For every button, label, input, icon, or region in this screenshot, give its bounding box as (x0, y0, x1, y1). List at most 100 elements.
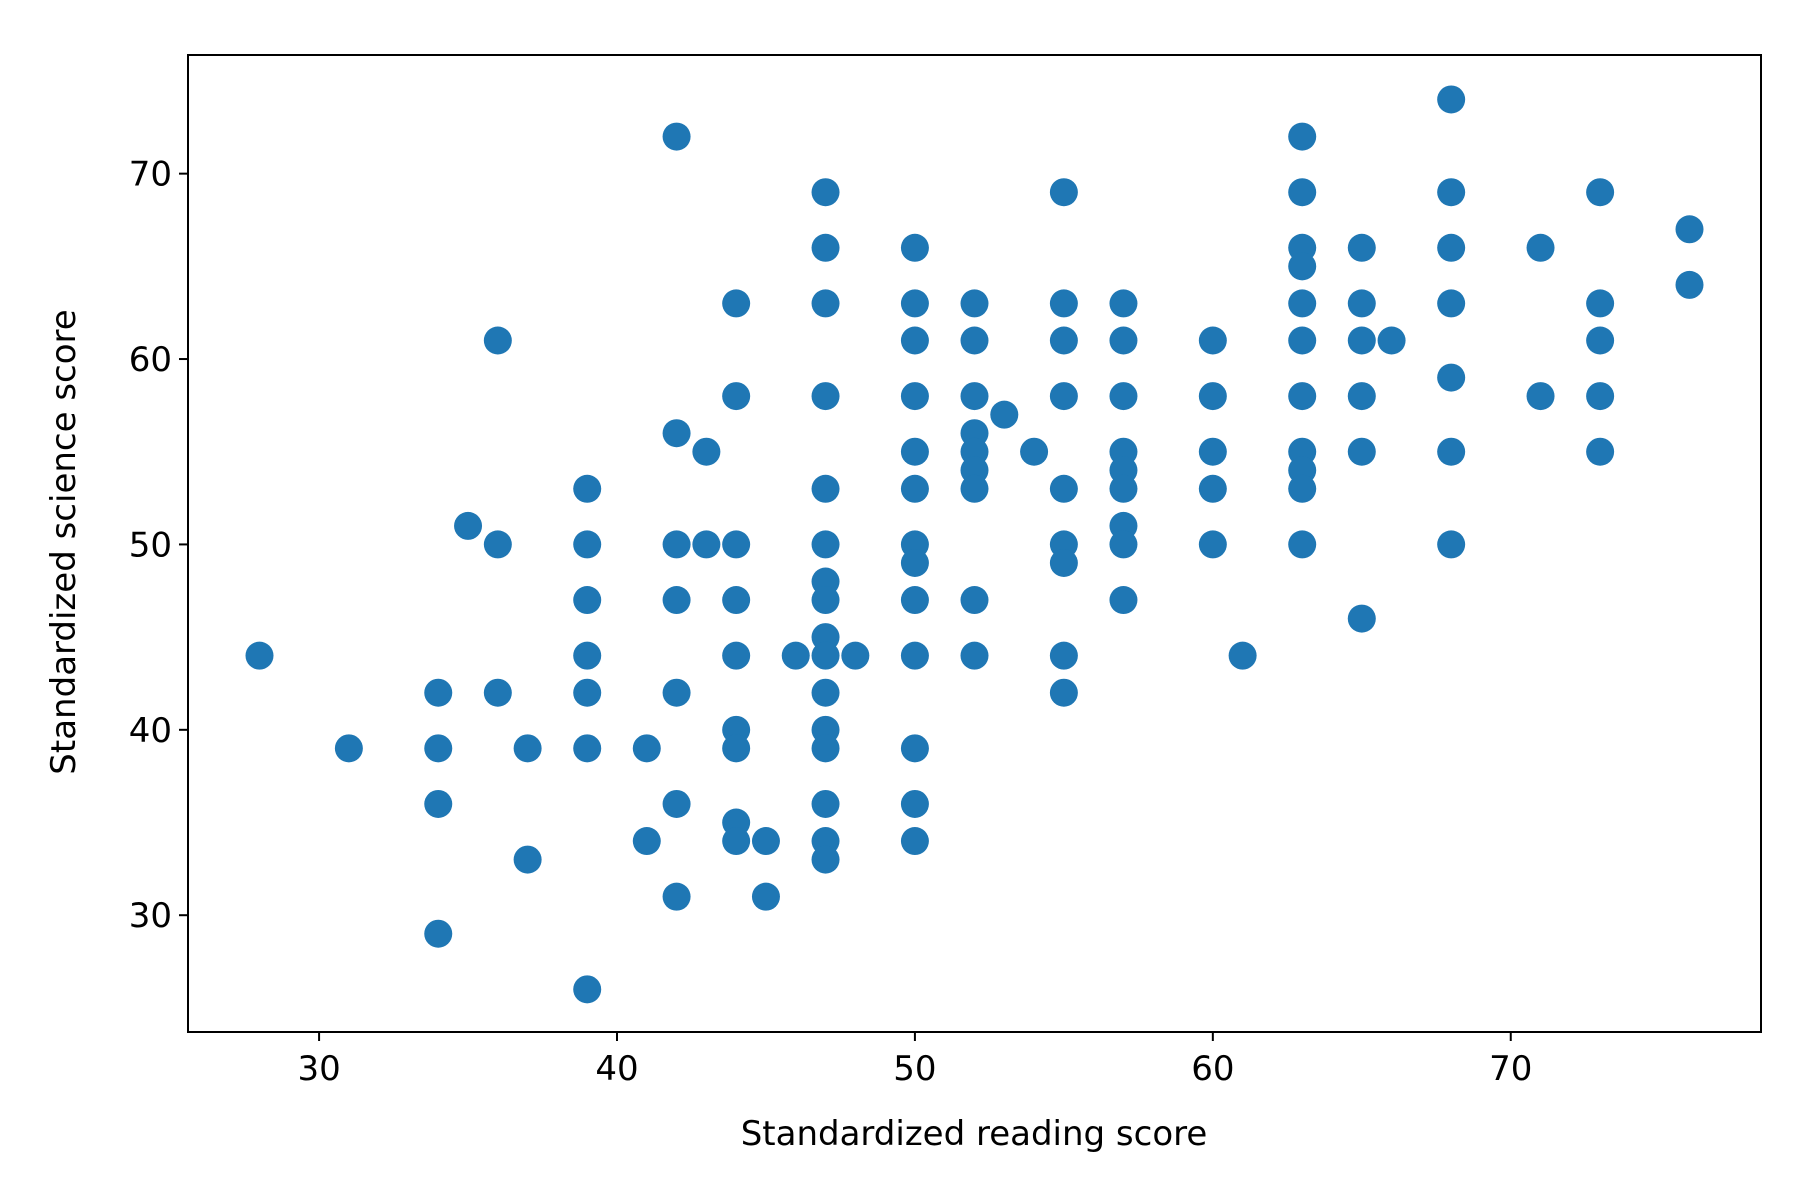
point (1347, 233, 1376, 262)
point (1288, 530, 1317, 559)
point (1437, 530, 1466, 559)
point (662, 419, 691, 448)
point (483, 678, 512, 707)
point (573, 734, 602, 763)
x-tick-label: 40 (595, 1049, 638, 1089)
point (960, 326, 989, 355)
point (811, 530, 840, 559)
x-tick-label: 50 (893, 1049, 936, 1089)
point (722, 382, 751, 411)
point (900, 586, 929, 615)
point (573, 678, 602, 707)
point (1198, 382, 1227, 411)
point (1526, 233, 1555, 262)
point (573, 641, 602, 670)
point (1347, 326, 1376, 355)
point (722, 289, 751, 318)
point (662, 678, 691, 707)
point (811, 586, 840, 615)
point (1288, 382, 1317, 411)
point (662, 882, 691, 911)
point (1675, 270, 1704, 299)
x-tick-label: 30 (297, 1049, 340, 1089)
point (1288, 122, 1317, 151)
point (1049, 382, 1078, 411)
point (1198, 437, 1227, 466)
point (1347, 382, 1376, 411)
point (1675, 215, 1704, 244)
y-tick-label: 50 (129, 525, 172, 565)
point (722, 734, 751, 763)
point (751, 882, 780, 911)
point (751, 827, 780, 856)
point (1586, 289, 1615, 318)
point (1437, 437, 1466, 466)
point (811, 789, 840, 818)
point (573, 975, 602, 1004)
point (424, 678, 453, 707)
point (1198, 326, 1227, 355)
point (1288, 252, 1317, 281)
point (900, 289, 929, 318)
point (1109, 474, 1138, 503)
point (781, 641, 810, 670)
point (662, 789, 691, 818)
point (900, 437, 929, 466)
point (900, 641, 929, 670)
point (900, 548, 929, 577)
point (990, 400, 1019, 429)
y-tick-label: 60 (129, 340, 172, 380)
y-tick-label: 40 (129, 711, 172, 751)
point (662, 122, 691, 151)
point (424, 734, 453, 763)
point (900, 326, 929, 355)
point (573, 530, 602, 559)
point (811, 233, 840, 262)
point (1347, 289, 1376, 318)
point (722, 641, 751, 670)
point (1437, 178, 1466, 207)
point (1198, 530, 1227, 559)
point (841, 641, 870, 670)
point (811, 382, 840, 411)
point (900, 474, 929, 503)
plot-frame (187, 54, 1762, 1033)
point (1228, 641, 1257, 670)
point (900, 734, 929, 763)
point (811, 678, 840, 707)
point (1288, 289, 1317, 318)
point (1049, 289, 1078, 318)
point (1198, 474, 1227, 503)
point (811, 289, 840, 318)
point (900, 827, 929, 856)
point (960, 586, 989, 615)
point (573, 586, 602, 615)
point (632, 734, 661, 763)
point (900, 233, 929, 262)
point (811, 641, 840, 670)
point (1437, 289, 1466, 318)
point (722, 530, 751, 559)
point (1347, 604, 1376, 633)
point (692, 530, 721, 559)
point (513, 845, 542, 874)
point (454, 511, 483, 540)
point (245, 641, 274, 670)
y-tick-label: 70 (129, 155, 172, 195)
point (1586, 437, 1615, 466)
point (960, 474, 989, 503)
point (960, 289, 989, 318)
point (1049, 474, 1078, 503)
point (513, 734, 542, 763)
point (662, 530, 691, 559)
point (900, 382, 929, 411)
point (1109, 382, 1138, 411)
point (1437, 233, 1466, 262)
point (573, 474, 602, 503)
point (1288, 326, 1317, 355)
point (1049, 326, 1078, 355)
point (692, 437, 721, 466)
point (1526, 382, 1555, 411)
x-tick-label: 60 (1191, 1049, 1234, 1089)
